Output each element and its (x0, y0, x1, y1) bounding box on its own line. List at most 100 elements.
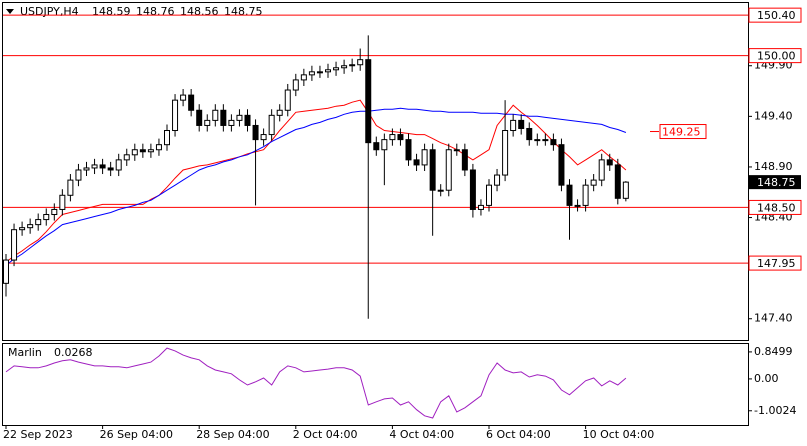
candle-body (614, 164, 621, 199)
indicator-line (5, 347, 627, 419)
candle-body (558, 144, 565, 186)
candle-body (11, 229, 18, 261)
header-low: 148.56 (180, 5, 219, 18)
current-price: 148.75 (757, 176, 796, 189)
y-tick-label: 148.90 (754, 160, 793, 173)
candle-body (453, 149, 460, 152)
candle-body (413, 159, 420, 166)
x-tick-label: 28 Sep 04:00 (196, 428, 269, 441)
candle-body (292, 79, 299, 91)
candle-body (349, 64, 356, 67)
level-label-box (748, 7, 802, 23)
candle-body (99, 164, 106, 169)
candle-body (204, 119, 211, 126)
candle-body (494, 174, 501, 186)
candle-body (526, 127, 533, 141)
candle-body (164, 130, 170, 146)
candle-body (27, 224, 34, 229)
candle-body (341, 65, 348, 69)
candle-body (196, 109, 203, 126)
header: USDJPY,H4 148.59 148.76 148.56 148.75 (20, 5, 263, 18)
candle-body (373, 142, 380, 151)
candle-body (155, 144, 162, 151)
indicator-tick-label: 0.00 (754, 372, 779, 385)
candle-body (35, 219, 42, 226)
candle-body (469, 169, 476, 210)
level-label-box (748, 48, 802, 64)
candle-body (19, 227, 26, 231)
candle-body (220, 109, 227, 126)
candle-body (574, 204, 581, 207)
x-tick-label: 26 Sep 04:00 (100, 428, 173, 441)
candle-body (83, 167, 90, 171)
candle-body (268, 114, 275, 136)
header-open: 148.59 (92, 5, 131, 18)
price-box (749, 175, 801, 190)
level-label: 148.50 (757, 201, 796, 214)
symbol-title: USDJPY,H4 (20, 5, 79, 18)
candle-body (147, 149, 154, 153)
candle-body (260, 134, 267, 141)
candle-body (188, 94, 195, 111)
x-tick-label: 2 Oct 04:00 (293, 428, 358, 441)
candle-body (325, 69, 331, 73)
candle-body (43, 214, 50, 221)
x-tick-label: 4 Oct 04:00 (389, 428, 454, 441)
y-tick-label: 147.40 (754, 312, 793, 325)
candle-body (502, 130, 509, 176)
candle-body (139, 149, 146, 153)
candle-body (510, 119, 517, 132)
target-box (659, 124, 707, 140)
candle-body (461, 149, 468, 171)
indicator-name: Marlin (8, 346, 42, 359)
candle-body (357, 59, 364, 66)
candle-body (67, 179, 74, 196)
candle-body (276, 109, 283, 116)
x-tick-label: 22 Sep 2023 (3, 428, 73, 441)
candle-body (172, 99, 179, 132)
level-label-box (748, 199, 802, 215)
header-high: 148.76 (136, 5, 175, 18)
moving-average (5, 99, 627, 263)
candle-body (486, 184, 492, 206)
indicator-tick-label: 0.8499 (754, 345, 793, 358)
candle-body (429, 149, 436, 191)
level-label: 147.95 (757, 257, 796, 270)
moving-average (5, 107, 627, 266)
candle-body (365, 59, 372, 144)
level-label-box (748, 255, 802, 271)
level-label: 150.40 (757, 9, 796, 22)
candle-body (598, 159, 605, 181)
candle-body (445, 149, 452, 191)
indicator-panel (2, 343, 749, 426)
candle-body (59, 194, 66, 210)
candle-body (606, 159, 613, 166)
candle-body (115, 159, 122, 171)
candle-body (236, 114, 243, 121)
candle-body (405, 139, 412, 161)
menu-triangle[interactable] (6, 9, 14, 14)
indicator-tick-label: -1.0024 (754, 404, 796, 417)
candle-body (534, 139, 541, 142)
candle-body (180, 94, 187, 101)
candle-body (107, 167, 114, 171)
main-panel (2, 2, 749, 341)
candle-body (582, 184, 589, 206)
candle-body (252, 124, 259, 141)
candle-body (421, 149, 428, 166)
candle-body (542, 139, 549, 142)
candle-body (51, 208, 58, 216)
header-close: 148.75 (224, 5, 263, 18)
candle-body (381, 139, 388, 151)
candle-body (212, 109, 219, 121)
candle-body (228, 119, 235, 126)
candle-body (308, 71, 315, 76)
candle-body (300, 74, 307, 81)
candle-body (477, 204, 484, 210)
y-tick-label: 149.40 (754, 109, 793, 122)
candle-body (284, 89, 291, 111)
candle-body (397, 134, 404, 141)
candle-body (389, 134, 396, 141)
candle-body (75, 169, 82, 181)
target-label: 149.25 (662, 126, 701, 139)
